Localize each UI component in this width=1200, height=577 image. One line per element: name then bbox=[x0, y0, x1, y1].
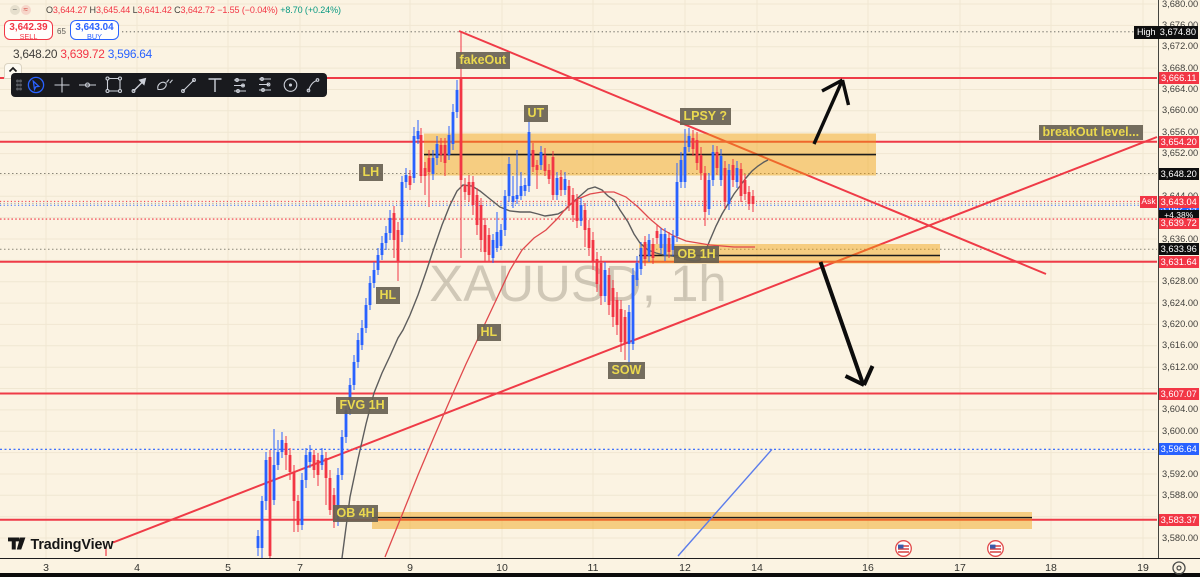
svg-text:XAUUSD, 1h: XAUUSD, 1h bbox=[429, 255, 727, 312]
svg-text:TradingView: TradingView bbox=[31, 537, 115, 553]
